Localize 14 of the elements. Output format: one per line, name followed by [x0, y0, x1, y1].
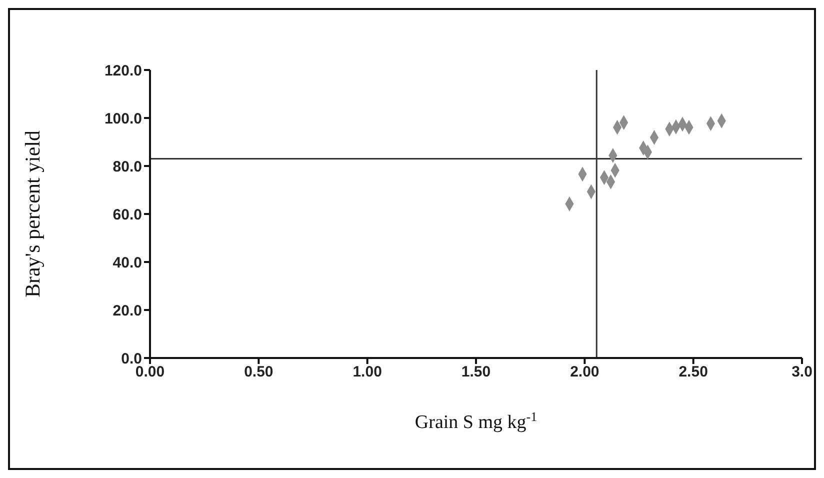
x-tick-label: 1.00 — [352, 364, 382, 381]
x-axis-title: Grain S mg kg$^{-1}$ — [414, 408, 538, 433]
x-tick-label: 2.50 — [678, 364, 708, 381]
y-tick-label: 120.0 — [104, 62, 142, 80]
x-tick-label: 2.00 — [570, 364, 600, 381]
y-axis-title: Bray's percent yield — [20, 130, 44, 298]
y-tick-label: 20.0 — [112, 302, 142, 320]
y-tick-label: 60.0 — [112, 206, 142, 224]
x-tick-label: 1.50 — [461, 364, 491, 381]
y-tick-label: 80.0 — [112, 158, 142, 176]
x-tick-label: 3.0 — [792, 364, 812, 381]
y-tick-label: 100.0 — [104, 110, 142, 128]
x-tick-label: 0.50 — [244, 364, 274, 381]
y-tick-label: 40.0 — [112, 254, 142, 272]
